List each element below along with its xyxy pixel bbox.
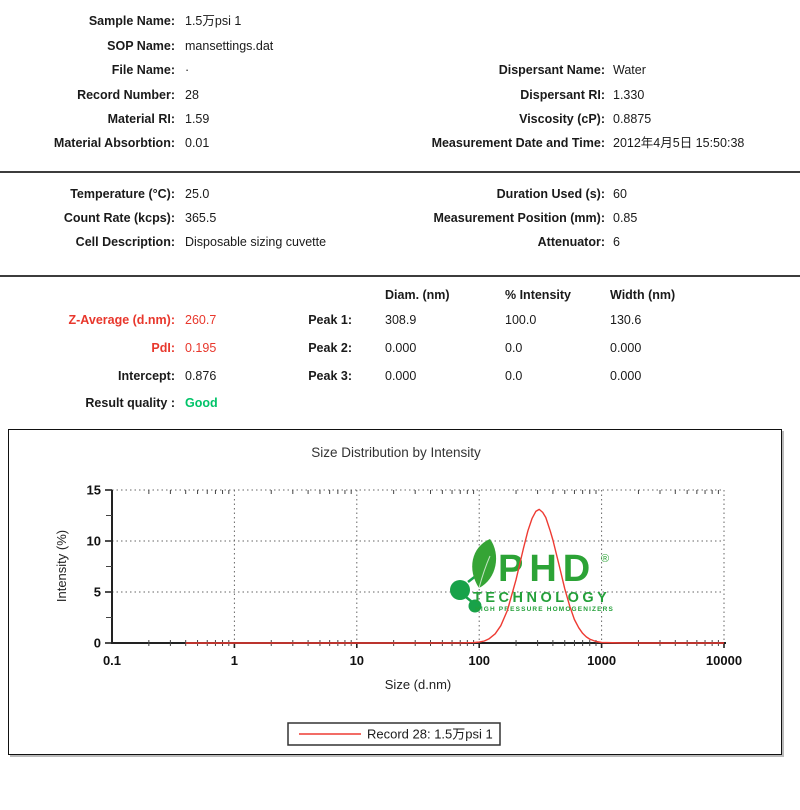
svg-text:15: 15	[87, 483, 101, 498]
peak2-label: Peak 2:	[308, 341, 352, 355]
intercept-value: 0.876	[185, 369, 217, 383]
measurement-position-label: Measurement Position (mm):	[433, 211, 605, 225]
sop-name-value: mansettings.dat	[185, 39, 274, 53]
peak3-label: Peak 3:	[308, 369, 352, 383]
curve-layer	[185, 508, 724, 644]
peak-table-header-intensity: % Intensity	[505, 288, 571, 302]
z-average-label: Z-Average (d.nm):	[68, 313, 176, 327]
file-name-value: ·	[185, 63, 190, 77]
material-absorbtion-label: Material Absorbtion:	[53, 136, 175, 150]
sample-name-label: Sample Name:	[88, 14, 175, 28]
svg-text:0.1: 0.1	[103, 653, 121, 668]
chart-title: Size Distribution by Intensity	[311, 445, 481, 460]
tick-label-layer: 0 5 10 15 0.1 1 10 100 1000 10000	[87, 483, 743, 669]
record-number-label: Record Number:	[77, 88, 175, 102]
size-distribution-chart: Size Distribution by Intensity PHD ® TEC…	[8, 429, 782, 755]
svg-text:5: 5	[94, 585, 101, 600]
molecule-node-icon	[468, 599, 482, 613]
viscosity-label: Viscosity (cP):	[519, 112, 605, 126]
dispersant-name-value: Water	[613, 63, 646, 77]
svg-text:100: 100	[468, 653, 490, 668]
material-ri-label: Material RI:	[107, 112, 175, 126]
molecule-node-icon	[450, 580, 470, 600]
leaf-icon	[472, 539, 497, 588]
peak3-intensity: 0.0	[505, 369, 523, 383]
peak3-width: 0.000	[610, 369, 642, 383]
peak3-diam: 0.000	[385, 369, 417, 383]
registered-mark-icon: ®	[601, 553, 609, 565]
separator-line	[0, 275, 800, 277]
svg-text:10: 10	[87, 534, 101, 549]
dispersant-ri-label: Dispersant RI:	[520, 88, 605, 102]
peak2-diam: 0.000	[385, 341, 417, 355]
intercept-label: Intercept:	[118, 369, 175, 383]
peak2-width: 0.000	[610, 341, 642, 355]
svg-text:0: 0	[94, 636, 101, 651]
count-rate-label: Count Rate (kcps):	[63, 211, 175, 225]
y-axis-title: Intensity (%)	[54, 530, 69, 602]
logo-tagline-text: HIGH PRESSURE HOMOGENIZERS	[475, 606, 614, 613]
result-quality-value: Good	[185, 396, 218, 410]
material-absorbtion-value: 0.01	[185, 136, 210, 150]
peak-table-header-diam: Diam. (nm)	[385, 288, 450, 302]
peak1-label: Peak 1:	[308, 313, 352, 327]
phd-technology-logo: PHD ® TECHNOLOGY HIGH PRESSURE HOMOGENIZ…	[450, 539, 614, 613]
axis-layer	[105, 489, 726, 648]
duration-used-value: 60	[613, 187, 627, 201]
count-rate-value: 365.5	[185, 211, 217, 225]
record-number-value: 28	[185, 88, 199, 102]
size-distribution-plot: Size Distribution by Intensity PHD ® TEC…	[54, 445, 743, 746]
viscosity-value: 0.8875	[613, 112, 652, 126]
sop-name-label: SOP Name:	[107, 39, 175, 53]
cell-description-label: Cell Description:	[75, 235, 175, 249]
material-ri-value: 1.59	[185, 112, 210, 126]
z-average-value: 260.7	[185, 313, 217, 327]
x-axis-title: Size (d.nm)	[385, 677, 451, 692]
attenuator-label: Attenuator:	[537, 235, 605, 249]
legend-label: Record 28: 1.5万psi 1	[367, 727, 493, 742]
svg-text:1: 1	[231, 653, 238, 668]
temperature-value: 25.0	[185, 187, 210, 201]
measurement-datetime-value: 2012年4月5日 15:50:38	[613, 136, 745, 150]
dispersant-name-label: Dispersant Name:	[498, 63, 605, 77]
result-quality-label: Result quality :	[85, 396, 175, 410]
logo-technology-text: TECHNOLOGY	[473, 590, 610, 606]
peak1-width: 130.6	[610, 313, 642, 327]
measurement-position-value: 0.85	[613, 211, 638, 225]
attenuator-value: 6	[613, 235, 620, 249]
temperature-label: Temperature (°C):	[70, 187, 175, 201]
cell-description-value: Disposable sizing cuvette	[185, 235, 327, 249]
peak2-intensity: 0.0	[505, 341, 523, 355]
peak-table-header-width: Width (nm)	[610, 288, 676, 302]
chart-legend: Record 28: 1.5万psi 1	[287, 722, 501, 746]
separator-line	[0, 171, 800, 173]
svg-text:10000: 10000	[706, 653, 742, 668]
peak1-diam: 308.9	[385, 313, 417, 327]
measurement-datetime-label: Measurement Date and Time:	[431, 136, 605, 150]
svg-text:1000: 1000	[587, 653, 616, 668]
pdi-label: PdI:	[151, 341, 175, 355]
peak1-intensity: 100.0	[505, 313, 537, 327]
svg-text:10: 10	[350, 653, 364, 668]
sample-name-value: 1.5万psi 1	[185, 14, 242, 28]
file-name-label: File Name:	[111, 63, 175, 77]
duration-used-label: Duration Used (s):	[496, 187, 605, 201]
dispersant-ri-value: 1.330	[613, 88, 645, 102]
pdi-value: 0.195	[185, 341, 217, 355]
logo-name-text: PHD	[498, 548, 596, 590]
grid-layer	[112, 489, 725, 643]
